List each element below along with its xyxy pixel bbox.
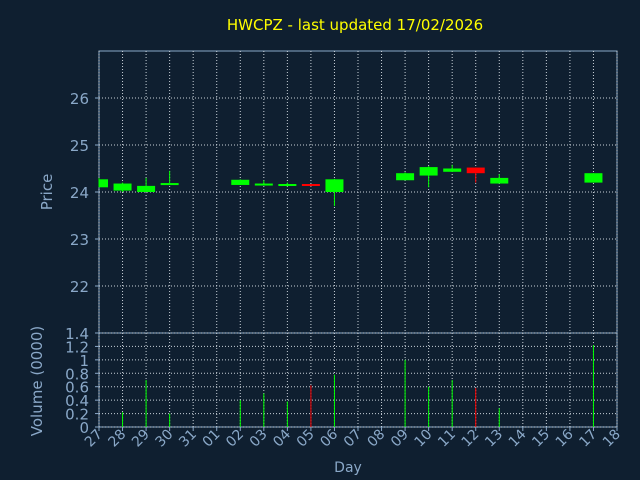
x-tick-label: 10 xyxy=(412,427,436,451)
x-tick-label: 08 xyxy=(364,427,388,451)
x-tick-label: 29 xyxy=(129,427,153,451)
candle-body xyxy=(466,167,485,174)
volume-tick-label: 0.2 xyxy=(65,406,89,424)
x-tick-label: 17 xyxy=(576,427,600,451)
chart-title: HWCPZ - last updated 17/02/2026 xyxy=(227,16,483,34)
candle-body xyxy=(113,183,132,191)
x-tick-label: 09 xyxy=(388,427,412,451)
x-tick-label: 11 xyxy=(435,427,459,451)
volume-tick-label: 1.2 xyxy=(65,338,89,356)
x-tick-label: 12 xyxy=(459,427,483,451)
x-tick-label: 30 xyxy=(153,427,177,451)
volume-tick-label: 1.4 xyxy=(65,325,89,343)
candle-body xyxy=(278,184,297,187)
price-panel: 22 23 24 25 26 xyxy=(70,50,618,334)
candle-body xyxy=(325,179,344,192)
volume-tick-label: 0.4 xyxy=(65,392,89,410)
x-tick-label: 06 xyxy=(317,426,341,450)
candle-body xyxy=(301,184,320,187)
price-axis-label: Price xyxy=(38,174,56,211)
candle-body xyxy=(419,167,438,176)
volume-tick-label: 1 xyxy=(79,352,89,370)
candle-body xyxy=(584,173,603,183)
x-tick-label: 02 xyxy=(223,427,247,451)
volume-tick-label: 0 xyxy=(79,419,89,437)
x-tick-label: 05 xyxy=(294,427,318,451)
volume-tick-label: 0.6 xyxy=(65,379,89,397)
candle-body xyxy=(396,173,415,181)
x-tick-label: 28 xyxy=(105,427,129,451)
candle-body xyxy=(231,179,250,185)
x-tick-label: 13 xyxy=(482,427,506,451)
volume-plot-frame xyxy=(98,332,618,428)
candle-body xyxy=(254,183,273,186)
x-tick-label: 31 xyxy=(176,427,200,451)
x-tick-label: 07 xyxy=(341,427,365,451)
candle-body xyxy=(160,183,179,186)
x-tick-label: 04 xyxy=(270,426,294,450)
x-tick-label: 03 xyxy=(247,427,271,451)
price-tick-label: 23 xyxy=(70,231,89,249)
x-tick-label: 15 xyxy=(529,427,553,451)
candle-body xyxy=(99,179,108,188)
candle-body xyxy=(443,168,462,172)
price-tick-label: 25 xyxy=(70,137,89,155)
x-tick-label: 18 xyxy=(600,427,624,451)
x-tick-label: 14 xyxy=(506,426,530,450)
price-tick-label: 22 xyxy=(70,278,89,296)
x-axis-label: Day xyxy=(334,460,362,476)
x-tick-label: 01 xyxy=(200,427,224,451)
x-tick-label: 16 xyxy=(553,426,577,450)
price-tick-label: 26 xyxy=(70,90,89,108)
x-axis: 27 28 29 30 31 01 02 03 04 05 06 07 08 09 10 11 12 13 14 15… xyxy=(82,426,624,450)
volume-axis-label: Volume (0000) xyxy=(28,326,46,436)
candle-body xyxy=(490,177,509,184)
price-tick-label: 24 xyxy=(70,184,89,202)
volume-tick-label: 0.8 xyxy=(65,365,89,383)
candle-body xyxy=(137,185,156,192)
volume-panel: 00.20.40.60.811.21.4 xyxy=(65,325,618,437)
